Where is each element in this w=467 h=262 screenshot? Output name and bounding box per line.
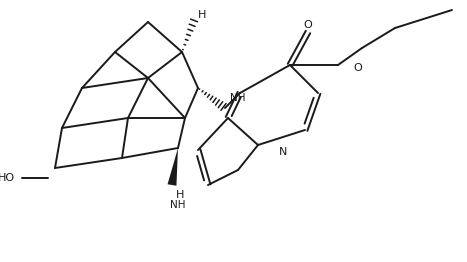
Text: O: O: [354, 63, 362, 73]
Text: H: H: [176, 190, 184, 200]
Text: HO: HO: [0, 173, 15, 183]
Text: O: O: [304, 20, 312, 30]
Text: N: N: [279, 147, 287, 157]
Text: NH: NH: [230, 93, 246, 103]
Text: NH: NH: [170, 200, 186, 210]
Text: H: H: [198, 10, 206, 20]
Polygon shape: [168, 148, 178, 186]
